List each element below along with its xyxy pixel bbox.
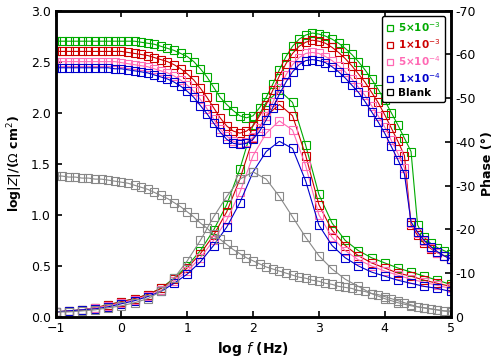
X-axis label: log $f$ (Hz): log $f$ (Hz) (217, 340, 289, 359)
Legend: 5×10$^{-3}$, 1×10$^{-3}$, 5×10$^{-4}$, 1×10$^{-4}$, Blank: 5×10$^{-3}$, 1×10$^{-3}$, 5×10$^{-4}$, 1… (382, 16, 446, 102)
Y-axis label: Phase (°): Phase (°) (482, 131, 494, 196)
Y-axis label: log|$Z$|/($\Omega$ cm$^2$): log|$Z$|/($\Omega$ cm$^2$) (6, 115, 25, 212)
